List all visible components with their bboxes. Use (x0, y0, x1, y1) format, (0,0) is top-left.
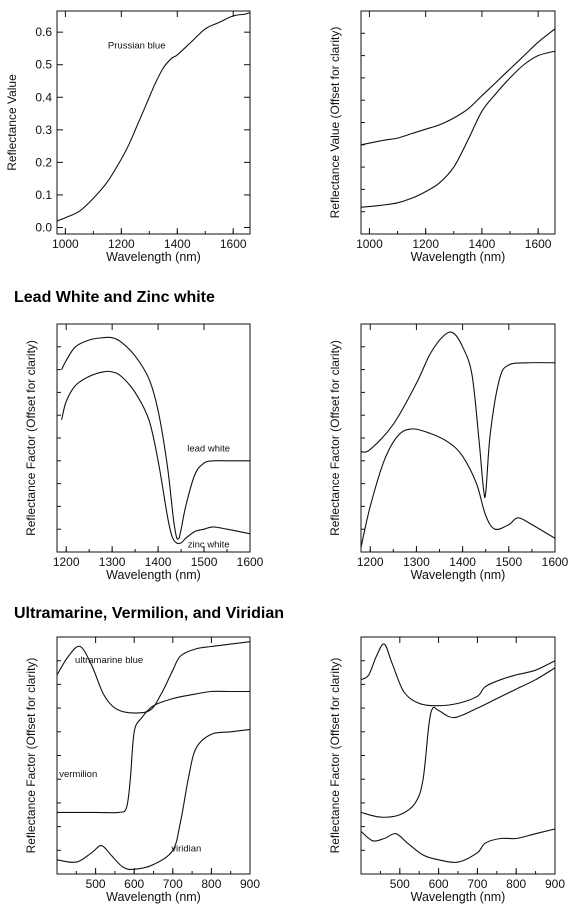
x-tick-label: 900 (240, 877, 260, 891)
x-tick-label: 1400 (164, 237, 191, 251)
series-line-1 (360, 643, 556, 707)
x-tick-label: 1300 (403, 555, 430, 569)
y-axis-label: Reflectance Factor (Offset for clarity) (328, 340, 342, 536)
y-tick-label: 0.3 (35, 123, 52, 137)
y-tick-label: 0.2 (35, 155, 52, 169)
chart-4: 1200 1300 1400 1500 1600 Wavelength (nm) Refle… (328, 323, 569, 582)
section-title-ultramarine-vermilion-viridian: Ultramarine, Vermilion, and Viridian (14, 605, 285, 622)
x-tick-label: 800 (201, 877, 221, 891)
x-axis-label: Wavelength (nm) (106, 890, 201, 904)
x-axis-label: Wavelength (nm) (411, 890, 506, 904)
series-line-2 (360, 428, 556, 548)
series-line-lead-white (61, 336, 250, 540)
series-line-2 (360, 667, 556, 818)
x-tick-label: 500 (86, 877, 106, 891)
chart-5: 500 600 700 800 900 Wavelength (nm) Reflectanc… (24, 636, 260, 904)
series-line-1 (360, 331, 556, 499)
x-tick-label: 800 (506, 877, 526, 891)
x-axis-label: Wavelength (nm) (106, 568, 201, 582)
series-annotation: vermilion (59, 769, 97, 780)
y-axis-label: Reflectance Factor (Offset for clarity) (328, 658, 342, 854)
x-axis-label: Wavelength (nm) (106, 250, 201, 264)
x-tick-label: 1600 (542, 555, 569, 569)
x-tick-label: 500 (390, 877, 410, 891)
x-tick-label: 1200 (412, 237, 439, 251)
chart-2: 1000 1200 1400 1600 Wavelength (nm) Reflectan… (328, 10, 556, 264)
x-tick-label: 1600 (525, 237, 552, 251)
series-annotation: ultramarine blue (75, 655, 143, 666)
x-tick-label: 1000 (52, 237, 79, 251)
x-tick-label: 600 (124, 877, 144, 891)
y-axis-label: Reflectance Value (Offset for clarity) (328, 27, 342, 219)
y-tick-label: 0.0 (35, 220, 52, 234)
x-tick-label: 1200 (357, 555, 384, 569)
plot-frame (56, 636, 251, 875)
series-line-vermilion (57, 690, 250, 814)
series-line-1 (360, 28, 556, 146)
y-tick-label: 0.6 (35, 25, 52, 39)
series-annotation: lead white (187, 444, 230, 455)
series-annotation: Prussian blue (108, 40, 166, 51)
series-annotation: zinc white (188, 539, 230, 550)
x-tick-label: 1600 (220, 237, 247, 251)
x-tick-label: 1200 (108, 237, 135, 251)
plot-frame (360, 10, 556, 235)
x-tick-label: 1600 (237, 555, 264, 569)
section-title-lead-zinc-white: Lead White and Zinc white (14, 289, 215, 306)
y-tick-label: 0.1 (35, 188, 52, 202)
x-tick-label: 700 (163, 877, 183, 891)
plot-frame (360, 323, 556, 553)
x-tick-label: 1400 (145, 555, 172, 569)
series-line-3 (360, 828, 556, 863)
x-tick-label: 1400 (469, 237, 496, 251)
x-tick-label: 1500 (191, 555, 218, 569)
y-axis-label: Reflectance Factor (Offset for clarity) (24, 340, 38, 536)
chart-3: 1200 1300 1400 1500 1600 Wavelength (nm) Refle… (24, 323, 264, 582)
x-tick-label: 1400 (449, 555, 476, 569)
x-tick-label: 1500 (495, 555, 522, 569)
chart-6: 500 600 700 800 900 Wavelength (nm) Reflectanc… (328, 636, 565, 904)
series-line-zinc-white (61, 370, 251, 545)
series-line-viridian (56, 728, 251, 870)
x-tick-label: 1300 (99, 555, 126, 569)
x-tick-label: 1000 (356, 237, 383, 251)
series-line-2 (360, 50, 556, 208)
series-annotation: viridian (171, 843, 201, 854)
series-line-Prussian-blue (56, 12, 251, 222)
chart-1: 1000 1200 1400 1600 0.0 0.1 0.2 0.3 0.4 0.5 0.6 Wav… (5, 10, 251, 264)
x-tick-label: 1200 (53, 555, 80, 569)
y-tick-label: 0.5 (35, 58, 52, 72)
x-tick-label: 600 (429, 877, 449, 891)
series-line-ultramarine-blue (56, 641, 251, 714)
y-tick-label: 0.4 (35, 90, 52, 104)
x-axis-label: Wavelength (nm) (411, 568, 506, 582)
y-axis-label: Reflectance Factor (Offset for clarity) (24, 658, 38, 854)
x-axis-label: Wavelength (nm) (411, 250, 506, 264)
x-tick-label: 900 (545, 877, 565, 891)
x-tick-label: 700 (467, 877, 487, 891)
y-axis-label: Reflectance Value (5, 74, 19, 171)
plot-frame (56, 10, 251, 235)
